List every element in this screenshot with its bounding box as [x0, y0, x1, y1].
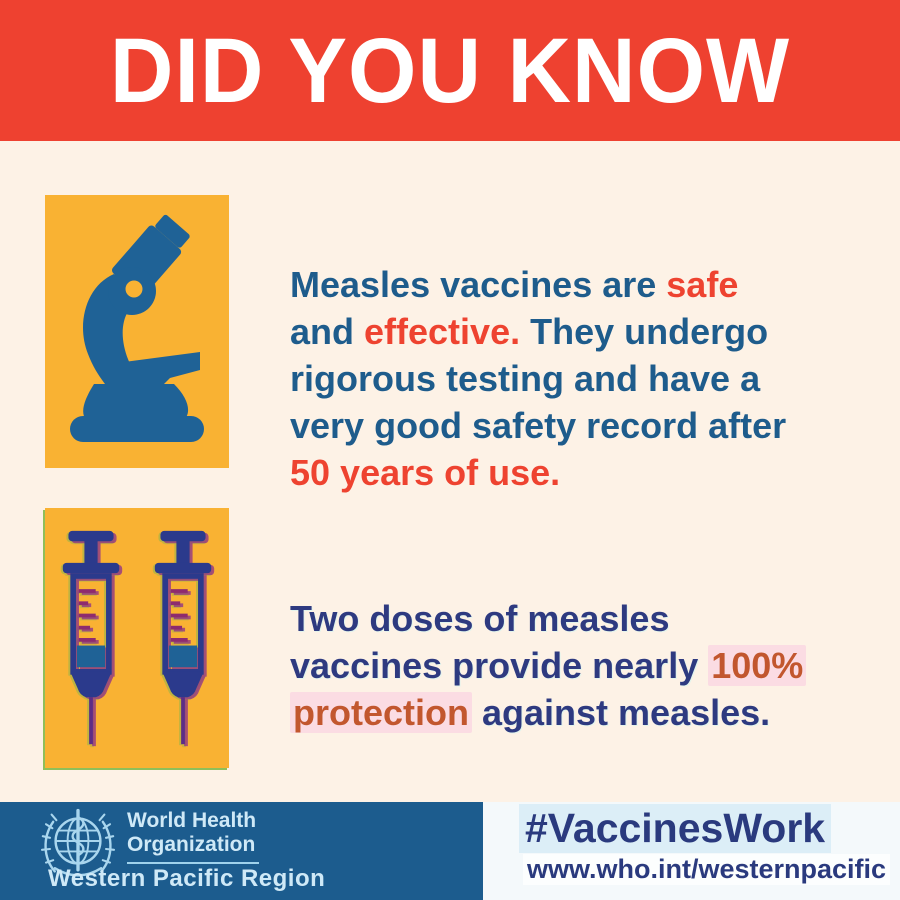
icon-box-microscope	[45, 195, 229, 468]
who-branding-panel: World Health Organization Western Pacifi…	[0, 802, 483, 900]
text-segment: protection	[290, 692, 472, 733]
main-content: Measles vaccines are safe and effective.…	[0, 141, 900, 802]
syringes-icon	[60, 529, 214, 747]
icon-box-syringes	[45, 508, 229, 768]
page-title: DID YOU KNOW	[109, 18, 791, 122]
who-emblem-icon	[34, 806, 122, 897]
who-name: World Health Organization	[127, 809, 256, 857]
text-segment: Two doses of measles	[290, 598, 670, 639]
text-segment: rigorous testing and have a	[290, 358, 761, 399]
hashtag-label: #VaccinesWork	[519, 804, 832, 853]
text-segment: Measles vaccines are	[290, 264, 667, 305]
text-segment: 50 years of use.	[290, 452, 561, 493]
who-name-line2: Organization	[127, 833, 256, 856]
text-segment: very good safety record after	[290, 405, 787, 446]
text-segment: safe	[666, 264, 739, 305]
text-segment: against measles.	[472, 692, 771, 733]
text-segment: and	[290, 311, 365, 352]
text-segment: effective.	[364, 311, 521, 352]
divider	[127, 862, 259, 864]
footer: World Health Organization Western Pacifi…	[0, 802, 900, 900]
fact-paragraph-safety: Measles vaccines are safe and effective.…	[290, 261, 850, 496]
text-segment: vaccines provide nearly	[290, 645, 709, 686]
text-segment: They undergo	[520, 311, 769, 352]
website-url: www.who.int/westernpacific	[523, 854, 891, 885]
fact-paragraph-protection: Two doses of measles vaccines provide ne…	[290, 595, 850, 736]
campaign-panel: #VaccinesWork www.who.int/westernpacific	[483, 802, 900, 900]
who-region-label: Western Pacific Region	[48, 865, 326, 892]
microscope-icon	[62, 212, 212, 452]
banner: DID YOU KNOW	[0, 0, 900, 141]
text-segment: 100%	[708, 645, 807, 686]
who-name-line1: World Health	[127, 809, 257, 832]
